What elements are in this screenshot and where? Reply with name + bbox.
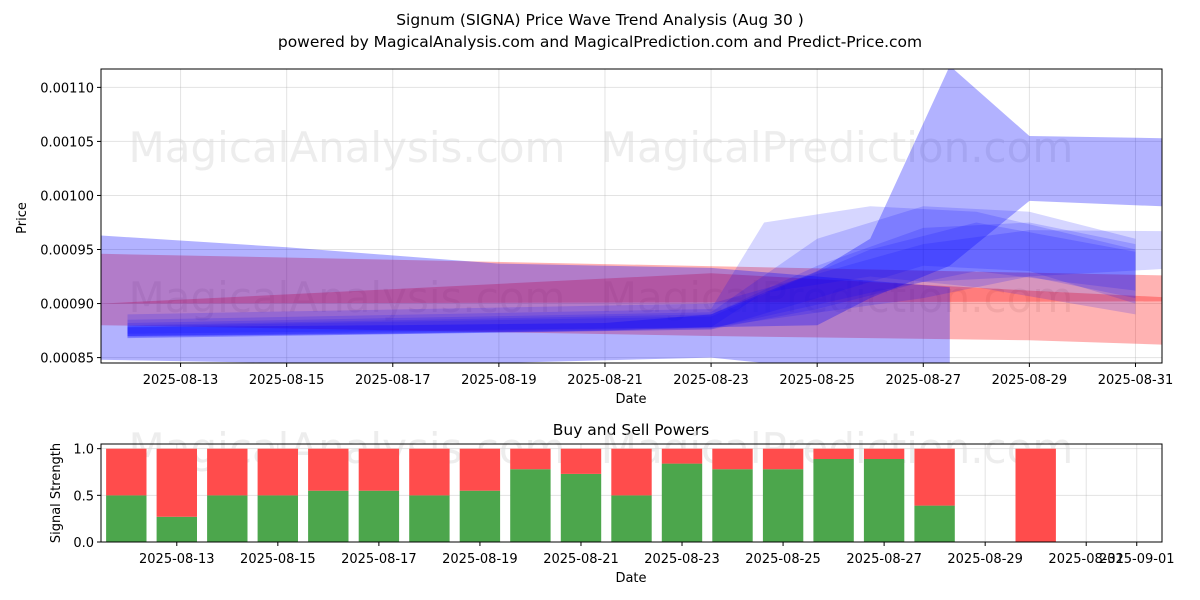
sell-bar: [257, 448, 298, 496]
buy-bar: [712, 469, 753, 542]
price-ticks: 2025-08-13 2025-08-15 2025-08-17 2025-08-19…: [40, 81, 1173, 388]
power-x-tick-label: 2025-08-27: [846, 552, 922, 567]
power-x-tick-label: 2025-08-29: [947, 552, 1023, 567]
price-grid: [101, 69, 1162, 363]
price-y-tick-label: 0.00105: [40, 135, 94, 150]
buy-bar: [661, 463, 703, 542]
sell-bar: [914, 448, 955, 506]
watermark-prediction: MagicalPrediction.com: [601, 123, 1074, 172]
power-bars: [106, 448, 1056, 542]
price-y-tick-label: 0.00110: [40, 81, 94, 96]
blue-wave-band-4: [127, 206, 1136, 339]
sell-bar: [1015, 448, 1056, 542]
blue-wave-band-0: [101, 235, 950, 363]
buy-bar: [409, 495, 450, 542]
price-x-tick-label: 2025-08-13: [143, 373, 219, 388]
sell-bar: [106, 448, 147, 496]
power-x-tick-label: 2025-08-19: [442, 552, 518, 567]
price-y-label: Price: [15, 202, 30, 234]
blue-wave-band-5: [127, 222, 1136, 339]
chart-subtitle: powered by MagicalAnalysis.com and Magic…: [278, 33, 922, 51]
power-ticks: 2025-08-13 2025-08-15 2025-08-17 2025-08-19…: [73, 443, 1174, 567]
sell-bar: [611, 448, 652, 496]
power-y-tick-label: 0.0: [73, 536, 94, 551]
price-plot-area: [101, 69, 1162, 363]
price-bands: [101, 69, 1162, 363]
buy-bar: [611, 495, 652, 542]
buy-bar: [257, 495, 298, 542]
buy-bar: [358, 490, 400, 542]
buy-bar: [459, 490, 501, 542]
blue-wave-band-1: [127, 69, 1162, 336]
sell-bar: [813, 448, 854, 459]
price-y-tick-label: 0.00095: [40, 244, 94, 259]
power-y-tick-label: 1.0: [73, 443, 94, 458]
sell-bar: [560, 448, 602, 474]
power-x-tick-label: 2025-08-31: [1048, 552, 1124, 567]
buy-bar: [560, 473, 602, 542]
sell-bar: [156, 448, 197, 517]
power-plot-frame: [100, 443, 1163, 543]
blue-wave-band-2: [127, 230, 1162, 334]
price-x-tick-label: 2025-08-27: [885, 373, 961, 388]
buy-bar: [510, 469, 551, 542]
price-y-tick-label: 0.00085: [40, 352, 94, 367]
sell-bar: [308, 448, 349, 491]
price-y-tick-label: 0.00090: [40, 298, 94, 313]
watermark-analysis: MagicalAnalysis.com: [129, 123, 566, 172]
power-x-label: Date: [615, 571, 646, 586]
buy-bar: [914, 505, 955, 542]
price-plot-frame: [100, 68, 1163, 364]
buy-bar: [106, 495, 147, 542]
sell-bar: [712, 448, 753, 470]
power-x-tick-label: 2025-08-25: [745, 552, 821, 567]
buy-bar: [762, 469, 804, 542]
price-x-tick-label: 2025-08-23: [673, 373, 749, 388]
price-x-tick-label: 2025-08-15: [249, 373, 325, 388]
buy-bar: [863, 458, 905, 542]
power-x-tick-label: 2025-08-17: [341, 552, 417, 567]
blue-wave-band-3: [127, 206, 1136, 336]
price-x-tick-label: 2025-08-25: [779, 373, 855, 388]
red-wave-band-0: [101, 253, 1162, 304]
price-x-tick-label: 2025-08-31: [1098, 373, 1174, 388]
price-x-tick-label: 2025-08-19: [461, 373, 537, 388]
price-panel: MagicalAnalysis.com MagicalPrediction.co…: [15, 68, 1173, 407]
sell-bar: [409, 448, 450, 496]
price-x-tick-label: 2025-08-17: [355, 373, 431, 388]
sell-bar: [207, 448, 248, 496]
watermark-analysis-2: MagicalAnalysis.com: [129, 273, 566, 322]
sell-bar: [459, 448, 501, 491]
power-x-tick-label: 2025-08-23: [644, 552, 720, 567]
power-x-tick-label: 2025-09-01: [1099, 552, 1175, 567]
blue-wave-band-6: [127, 222, 1136, 338]
buy-bar: [308, 490, 349, 542]
power-y-tick-label: 0.5: [73, 489, 94, 504]
power-x-tick-label: 2025-08-15: [240, 552, 316, 567]
red-wave-band-1: [101, 273, 1162, 345]
price-watermarks: MagicalAnalysis.com MagicalPrediction.co…: [129, 123, 1074, 322]
chart-title: Signum (SIGNA) Price Wave Trend Analysis…: [396, 11, 804, 29]
power-y-label: Signal Strength: [49, 443, 64, 543]
power-x-tick-label: 2025-08-21: [543, 552, 619, 567]
sell-bar: [661, 448, 703, 464]
power-panel: Buy and Sell Powers MagicalAnalysis.com …: [49, 421, 1175, 586]
power-x-tick-label: 2025-08-13: [139, 552, 215, 567]
sell-bar: [510, 448, 551, 470]
price-x-tick-label: 2025-08-21: [567, 373, 643, 388]
price-x-label: Date: [615, 392, 646, 407]
price-y-tick-label: 0.00100: [40, 189, 94, 204]
price-x-tick-label: 2025-08-29: [992, 373, 1068, 388]
buy-bar: [156, 516, 197, 542]
watermark-prediction-2: MagicalPrediction.com: [601, 273, 1074, 322]
sell-bar: [762, 448, 804, 470]
sell-bar: [863, 448, 905, 459]
sell-bar: [358, 448, 400, 491]
buy-bar: [207, 495, 248, 542]
power-title: Buy and Sell Powers: [553, 421, 710, 439]
buy-bar: [813, 458, 854, 542]
